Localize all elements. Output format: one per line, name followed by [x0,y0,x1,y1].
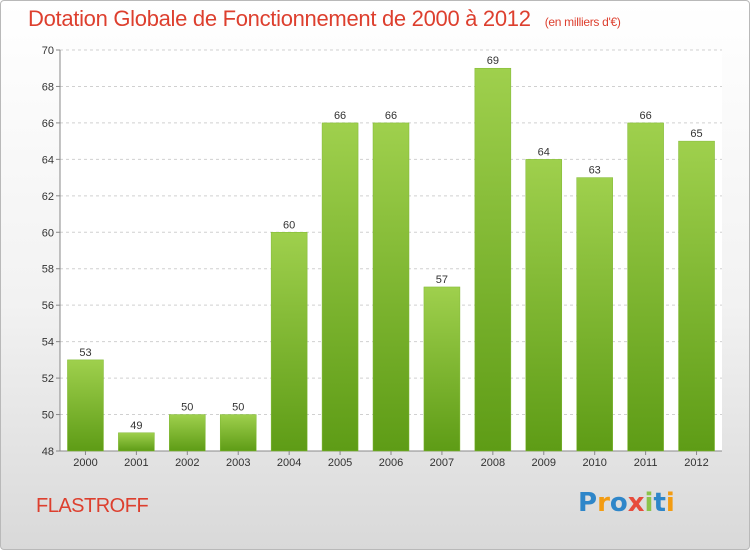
bar-2004 [270,232,308,452]
y-tick-label: 60 [42,227,54,239]
bar-2001 [118,432,155,452]
bar-2006 [372,122,410,452]
logo-letter: x [627,488,645,518]
value-label-2011: 66 [639,110,651,122]
chart-title-text: Dotation Globale de Fonctionnement de 20… [28,6,531,31]
x-tick-label-2007: 2007 [430,457,454,469]
value-label-2003: 50 [232,402,244,414]
value-label-2009: 64 [538,146,550,158]
bar-2007 [423,286,461,452]
y-tick-label: 70 [42,45,54,57]
y-tick-label: 68 [42,81,54,93]
y-tick-label: 64 [42,154,54,166]
y-tick-label: 48 [42,446,54,458]
bar-2003 [219,414,257,452]
x-tick-label-2004: 2004 [277,457,301,469]
x-tick-label-2001: 2001 [124,457,148,469]
logo-letter: i [644,488,654,518]
bar-2012 [678,140,715,452]
x-tick-label-2012: 2012 [684,457,708,469]
value-label-2005: 66 [334,110,346,122]
value-label-2001: 49 [130,420,142,432]
bar-2010 [576,177,613,452]
bar-2008 [474,67,512,452]
logo-letter: t [653,488,666,518]
y-tick-label: 58 [42,264,54,276]
bar-2011 [627,122,664,452]
x-tick-label-2003: 2003 [226,457,250,469]
x-tick-label-2006: 2006 [379,457,403,469]
value-label-2004: 60 [283,219,295,231]
x-tick-label-2009: 2009 [532,457,556,469]
logo-letter: P [578,488,598,518]
value-label-2002: 50 [181,402,193,414]
value-label-2000: 53 [79,347,91,359]
y-tick-label: 50 [42,410,54,422]
x-tick-label-2010: 2010 [582,457,606,469]
y-tick-label: 56 [42,300,54,312]
y-tick-label: 54 [42,337,54,349]
commune-name: FLASTROFF [36,495,149,517]
logo-letter: o [609,488,628,518]
logo-letter: i [665,488,675,518]
x-tick-label-2000: 2000 [73,457,97,469]
value-label-2008: 69 [487,55,499,67]
value-label-2007: 57 [436,274,448,286]
bar-2002 [169,414,206,452]
bar-2009 [525,159,563,452]
x-tick-label-2011: 2011 [634,457,658,469]
value-label-2010: 63 [589,165,601,177]
chart-title: Dotation Globale de Fonctionnement de 20… [28,6,621,32]
bar-2000 [67,359,104,452]
x-tick-label-2008: 2008 [481,457,505,469]
proxiti-logo: Proxiti [578,488,675,518]
x-tick-label-2005: 2005 [328,457,352,469]
y-tick-label: 52 [42,373,54,385]
value-label-2006: 66 [385,110,397,122]
chart-unit: (en milliers d'€) [544,15,621,29]
y-tick-label: 66 [42,118,54,130]
x-tick-label-2002: 2002 [175,457,199,469]
value-label-2012: 65 [690,128,702,140]
bar-2005 [321,122,359,452]
logo-letter: r [597,488,610,518]
y-tick-label: 62 [42,191,54,203]
